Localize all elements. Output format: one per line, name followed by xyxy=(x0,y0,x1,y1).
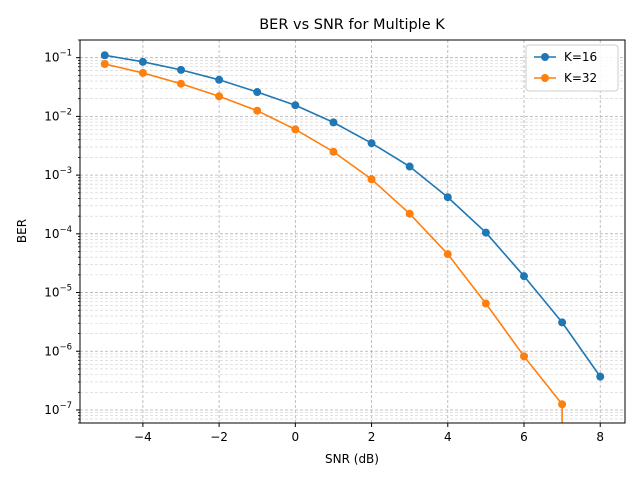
x-tick-label: 8 xyxy=(596,430,604,444)
x-tick-label: 4 xyxy=(444,430,452,444)
data-point xyxy=(253,88,262,97)
x-tick-label: 6 xyxy=(520,430,528,444)
y-tick-label: 10−4 xyxy=(44,225,72,241)
data-point xyxy=(100,60,109,69)
data-point xyxy=(291,125,300,134)
data-point xyxy=(291,101,300,110)
legend-label: K=16 xyxy=(564,50,597,64)
data-point xyxy=(176,79,185,88)
y-tick-label: 10−5 xyxy=(44,284,72,300)
data-point xyxy=(558,400,567,409)
legend-label: K=32 xyxy=(564,71,597,85)
chart-title: BER vs SNR for Multiple K xyxy=(259,17,445,33)
data-point xyxy=(558,318,567,327)
data-point xyxy=(367,139,376,148)
y-tick-label: 10−2 xyxy=(44,107,72,123)
data-point xyxy=(215,92,224,101)
data-point xyxy=(176,65,185,74)
x-tick-label: 0 xyxy=(292,430,300,444)
data-point xyxy=(138,57,147,66)
legend: K=16 K=32 xyxy=(525,44,619,92)
data-point xyxy=(405,162,414,171)
series-line xyxy=(104,63,563,405)
y-axis-label: BER xyxy=(15,219,29,243)
y-tick-label: 10−1 xyxy=(44,49,72,65)
tick-layer: −4 −2 0 2 4 6 8 10−7 10−6 10−5 10−4 10−3 10−2 10−1 xyxy=(44,39,604,444)
data-point xyxy=(520,272,529,281)
data-point xyxy=(520,352,529,361)
data-point xyxy=(138,68,147,77)
legend-marker xyxy=(541,53,549,61)
y-tick-label: 10−6 xyxy=(44,342,72,358)
data-point xyxy=(443,193,452,202)
series-line xyxy=(104,54,601,378)
series-layer xyxy=(100,51,605,423)
x-axis-label: SNR (dB) xyxy=(325,452,379,466)
x-tick-label: 2 xyxy=(368,430,376,444)
plot-frame xyxy=(79,39,626,424)
series-k-16 xyxy=(100,51,605,381)
data-point xyxy=(367,175,376,184)
y-tick-label: 10−7 xyxy=(44,401,72,417)
x-tick-label: −4 xyxy=(134,430,152,444)
series-k-32 xyxy=(100,60,567,423)
data-point xyxy=(481,299,490,308)
data-point xyxy=(481,228,490,237)
y-tick-label: 10−3 xyxy=(44,166,72,182)
data-point xyxy=(405,209,414,218)
data-point xyxy=(100,51,109,60)
data-point xyxy=(253,106,262,115)
grid xyxy=(80,39,625,424)
x-tick-label: −2 xyxy=(210,430,228,444)
data-point xyxy=(443,250,452,259)
data-point xyxy=(215,75,224,84)
data-point xyxy=(329,118,338,127)
data-point xyxy=(329,147,338,156)
data-point xyxy=(596,372,605,381)
legend-marker xyxy=(541,74,549,82)
